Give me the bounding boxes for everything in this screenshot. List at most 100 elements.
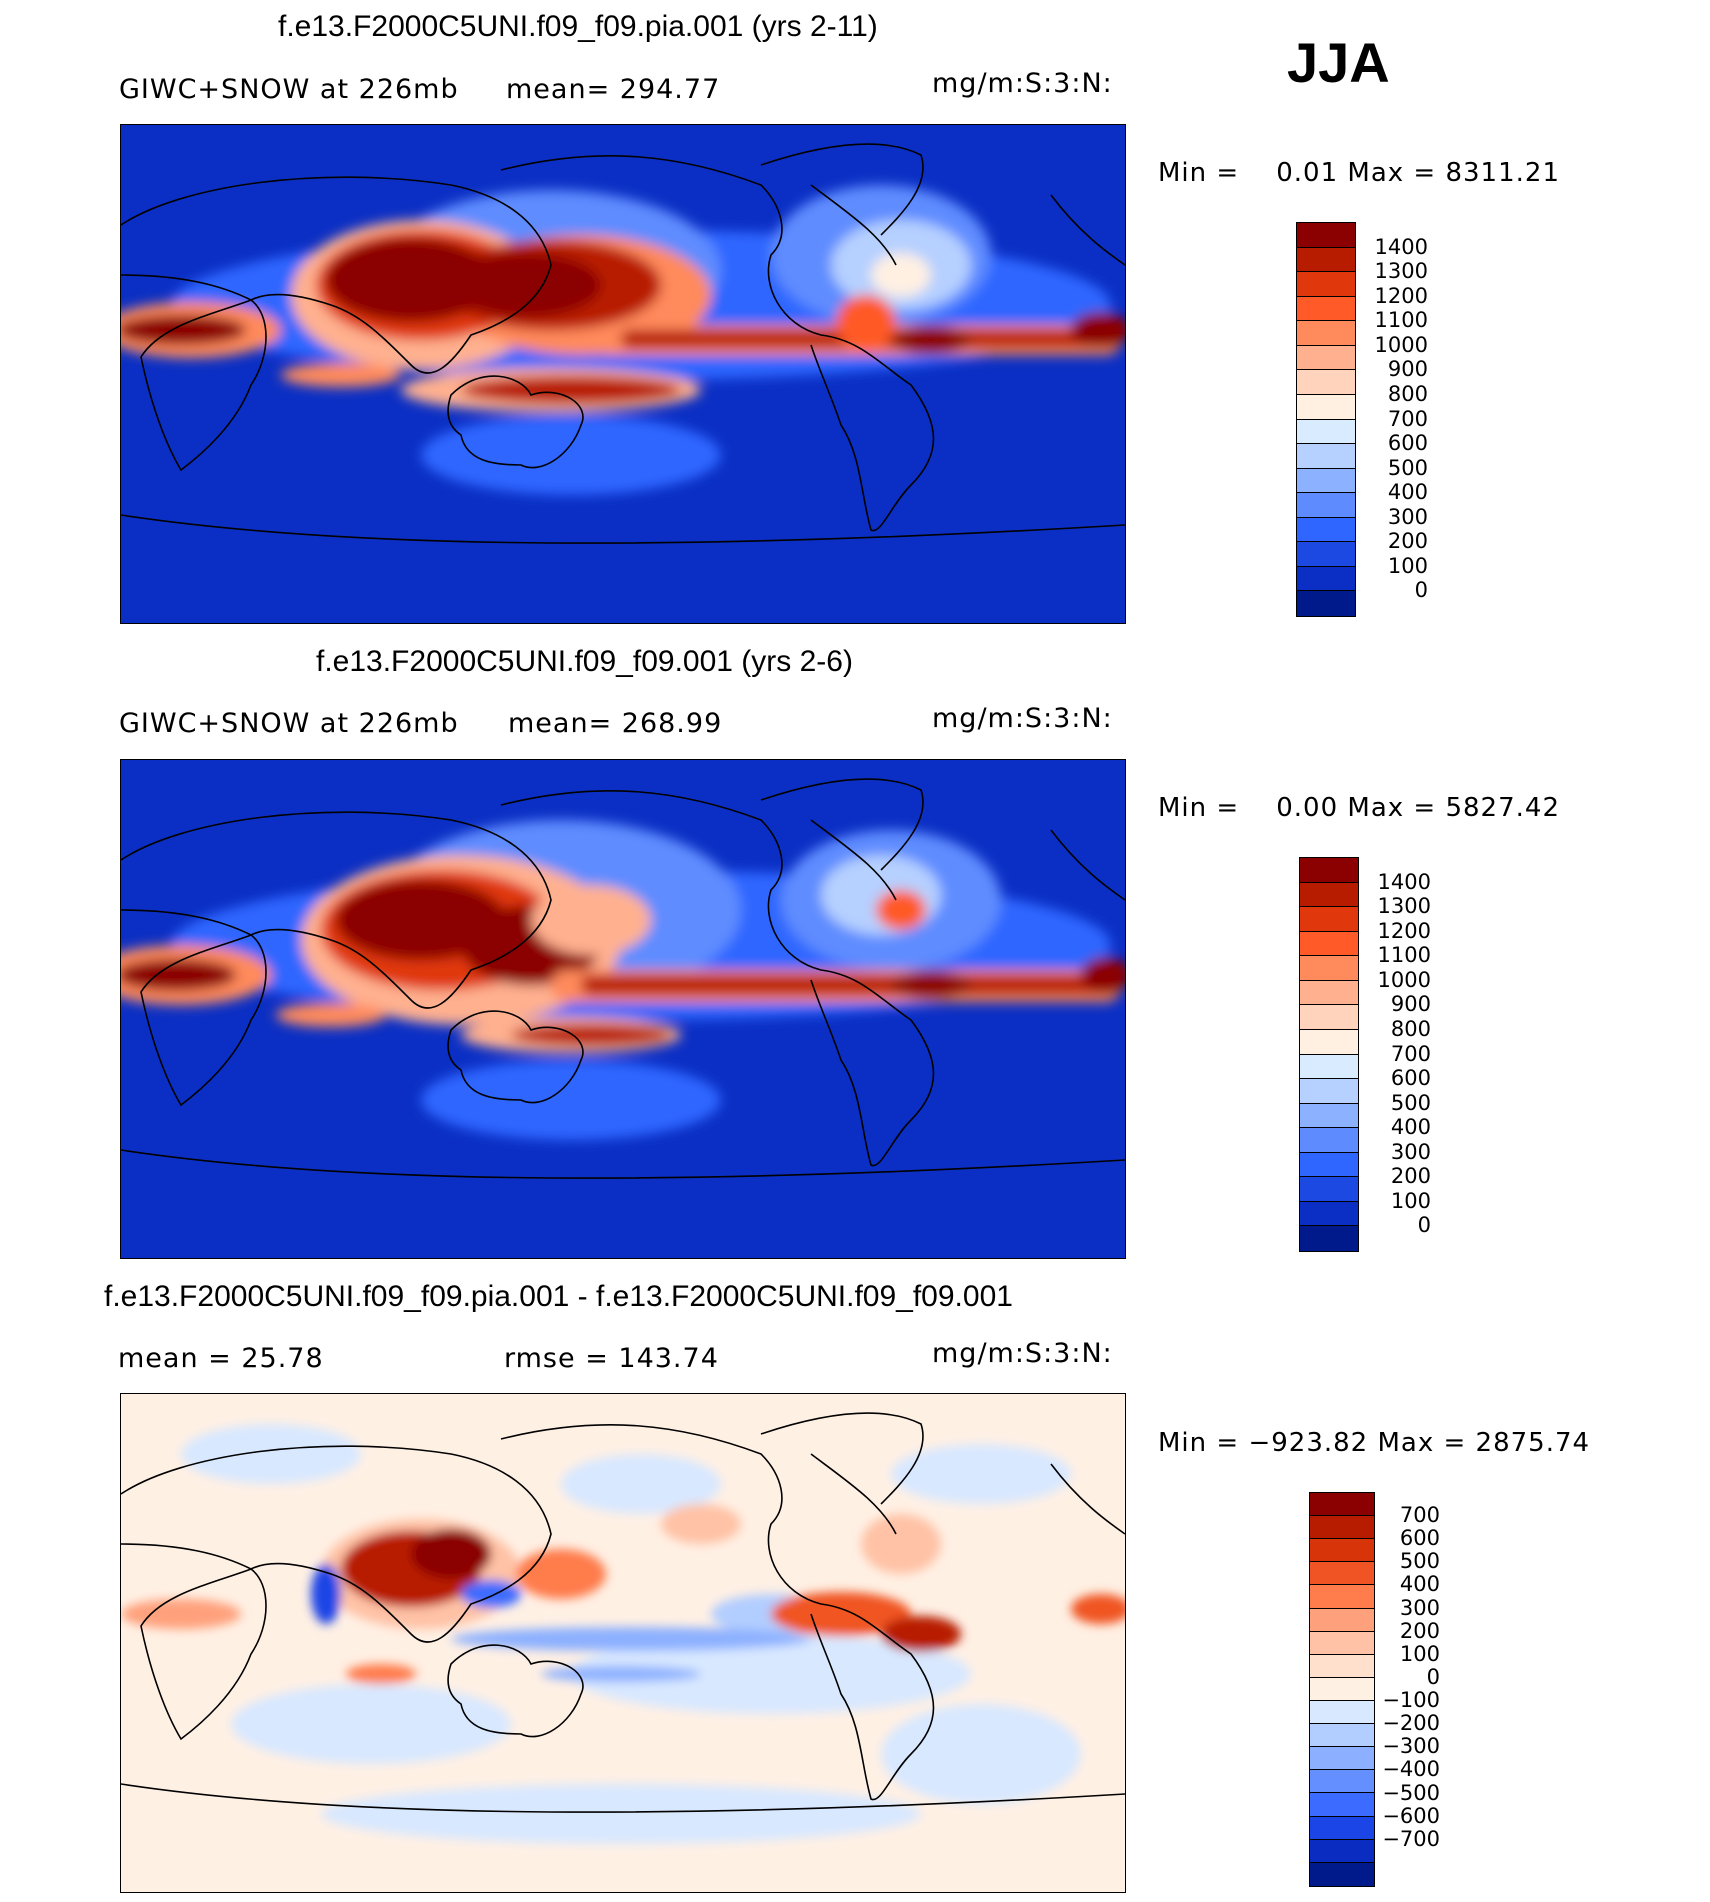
colorbar-label: 600 <box>1399 1526 1440 1551</box>
colorbar-swatch <box>1297 296 1355 322</box>
colorbar-swatch <box>1310 1677 1374 1701</box>
colorbar-label: 400 <box>1390 1115 1431 1140</box>
colorbar-label: 900 <box>1390 992 1431 1017</box>
colorbar-label: −700 <box>1382 1826 1440 1851</box>
colorbar-swatch <box>1310 1700 1374 1725</box>
panel2-map <box>120 759 1126 1259</box>
colorbar-label: 1400 <box>1377 869 1431 894</box>
colorbar-swatch <box>1297 493 1355 518</box>
colorbar-label: 700 <box>1399 1503 1440 1528</box>
colorbar-swatch <box>1300 931 1358 957</box>
colorbar-label: 300 <box>1399 1595 1440 1620</box>
colorbar-swatch <box>1297 223 1355 248</box>
colorbar-swatch <box>1310 1631 1374 1655</box>
colorbar-label: 500 <box>1387 455 1428 480</box>
colorbar-label: 300 <box>1387 504 1428 529</box>
colorbar-label: 400 <box>1387 480 1428 505</box>
colorbar-label: −400 <box>1382 1757 1440 1782</box>
colorbar-swatch <box>1310 1862 1374 1886</box>
colorbar-swatch <box>1297 517 1355 543</box>
colorbar-label: 100 <box>1390 1188 1431 1213</box>
panel3-units: mg/m:S:3:N: <box>932 1338 1113 1369</box>
colorbar-label: 0 <box>1417 1213 1431 1238</box>
colorbar-swatch <box>1300 1054 1358 1080</box>
colorbar-swatch <box>1300 956 1358 981</box>
colorbar-swatch <box>1310 1839 1374 1863</box>
colorbar-swatch <box>1297 419 1355 445</box>
panel2-units: mg/m:S:3:N: <box>932 703 1113 734</box>
colorbar-swatch <box>1300 1079 1358 1104</box>
colorbar-label: 1000 <box>1377 967 1431 992</box>
panel1-mean-label: mean= 294.77 <box>506 74 721 105</box>
panel3-title: f.e13.F2000C5UNI.f09_f09.pia.001 - f.e13… <box>104 1280 1013 1313</box>
colorbar-label: 200 <box>1390 1164 1431 1189</box>
colorbar-swatch <box>1310 1608 1374 1632</box>
panel3-colorbar <box>1309 1492 1375 1887</box>
colorbar-swatch <box>1297 542 1355 567</box>
colorbar-swatch <box>1310 1493 1374 1517</box>
panel1-minmax: Min = 0.01 Max = 8311.21 <box>1158 158 1560 188</box>
panel2-variable-label: GIWC+SNOW at 226mb <box>119 708 459 739</box>
colorbar-label: 0 <box>1414 578 1428 603</box>
colorbar-swatch <box>1300 980 1358 1006</box>
panel2-colorbar <box>1299 857 1359 1252</box>
panel2-minmax: Min = 0.00 Max = 5827.42 <box>1158 793 1560 823</box>
colorbar-label: 500 <box>1390 1090 1431 1115</box>
colorbar-label: 100 <box>1387 553 1428 578</box>
colorbar-label: 700 <box>1387 406 1428 431</box>
colorbar-label: 1200 <box>1377 918 1431 943</box>
colorbar-swatch <box>1300 858 1358 883</box>
colorbar-label: 1100 <box>1374 308 1428 333</box>
panel1-title: f.e13.F2000C5UNI.f09_f09.pia.001 (yrs 2-… <box>278 10 878 43</box>
panel1-colorbar-labels: 1400 1300 1200 1100 1000 900 800 700 600 500 400 30… <box>1360 222 1428 615</box>
colorbar-label: 600 <box>1390 1066 1431 1091</box>
colorbar-swatch <box>1297 247 1355 273</box>
colorbar-label: 400 <box>1399 1572 1440 1597</box>
colorbar-swatch <box>1300 1201 1358 1227</box>
colorbar-swatch <box>1300 1029 1358 1055</box>
colorbar-swatch <box>1310 1747 1374 1771</box>
colorbar-swatch <box>1300 1177 1358 1202</box>
colorbar-swatch <box>1310 1539 1374 1563</box>
colorbar-label: −100 <box>1382 1688 1440 1713</box>
colorbar-swatch <box>1310 1816 1374 1840</box>
panel1-map <box>120 124 1126 624</box>
season-label: JJA <box>1287 31 1390 94</box>
panel3-colorbar-labels: 700 600 500 400 300 200 100 0 −100 −200 −300 −400 −5… <box>1380 1492 1440 1885</box>
colorbar-label: 800 <box>1390 1016 1431 1041</box>
colorbar-swatch <box>1300 907 1358 932</box>
colorbar-label: −500 <box>1382 1780 1440 1805</box>
panel3-map <box>120 1393 1126 1893</box>
panel2-mean-label: mean= 268.99 <box>508 708 723 739</box>
colorbar-label: 600 <box>1387 431 1428 456</box>
colorbar-label: 1300 <box>1377 894 1431 919</box>
colorbar-label: 1000 <box>1374 332 1428 357</box>
colorbar-swatch <box>1310 1516 1374 1540</box>
colorbar-label: 1300 <box>1374 259 1428 284</box>
panel3-rmse-label: rmse = 143.74 <box>504 1343 719 1374</box>
colorbar-swatch <box>1310 1724 1374 1748</box>
panel1-colorbar <box>1296 222 1356 617</box>
panel1-variable-label: GIWC+SNOW at 226mb <box>119 74 459 105</box>
colorbar-label: 200 <box>1387 529 1428 554</box>
colorbar-label: −300 <box>1382 1734 1440 1759</box>
colorbar-swatch <box>1300 882 1358 908</box>
colorbar-swatch <box>1297 345 1355 371</box>
colorbar-swatch <box>1297 321 1355 346</box>
panel2-colorbar-labels: 1400 1300 1200 1100 1000 900 800 700 600 500 400 30… <box>1363 857 1431 1250</box>
panel3-minmax: Min = −923.82 Max = 2875.74 <box>1158 1428 1591 1458</box>
colorbar-swatch <box>1300 1226 1358 1251</box>
colorbar-swatch <box>1297 370 1355 395</box>
colorbar-label: 1400 <box>1374 234 1428 259</box>
colorbar-label: 900 <box>1387 357 1428 382</box>
colorbar-swatch <box>1310 1770 1374 1794</box>
panel1-units: mg/m:S:3:N: <box>932 68 1113 99</box>
colorbar-label: 300 <box>1390 1139 1431 1164</box>
colorbar-swatch <box>1300 1005 1358 1030</box>
colorbar-swatch <box>1310 1793 1374 1817</box>
colorbar-swatch <box>1310 1562 1374 1586</box>
colorbar-label: 800 <box>1387 381 1428 406</box>
colorbar-swatch <box>1310 1654 1374 1678</box>
colorbar-swatch <box>1297 394 1355 420</box>
colorbar-label: 200 <box>1399 1618 1440 1643</box>
